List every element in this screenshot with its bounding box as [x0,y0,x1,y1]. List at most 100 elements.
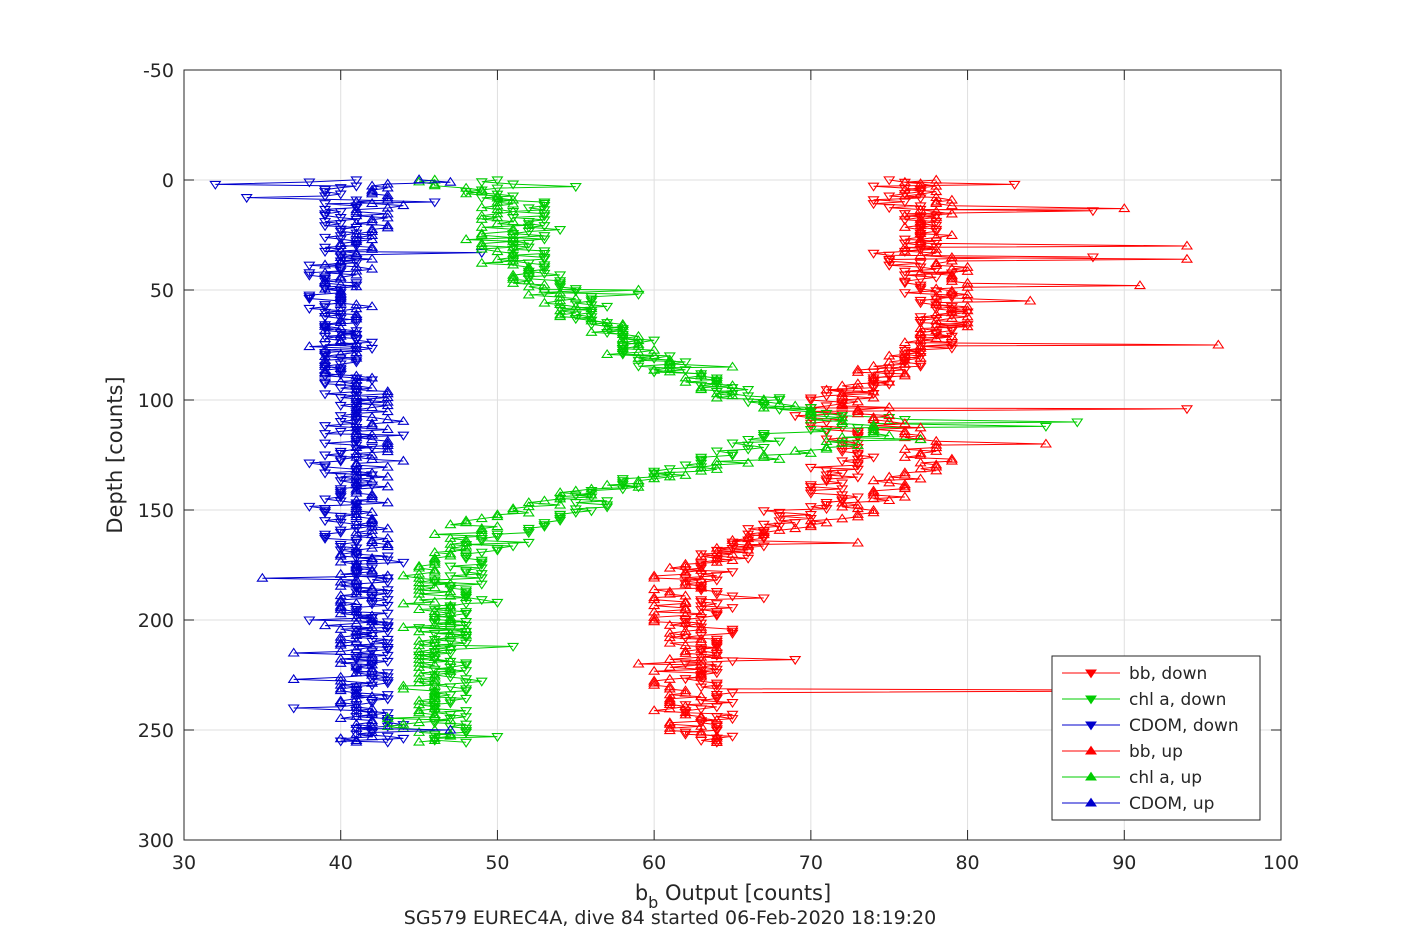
data-point [883,356,896,366]
data-point [695,671,708,681]
data-point [773,396,786,406]
legend-entry: chl a, down [1062,690,1226,710]
data-point [334,546,347,556]
data-point [428,582,441,592]
data-point [695,382,708,392]
data-point [710,736,723,746]
data-point [381,481,394,491]
data-point [851,406,864,416]
data-point [789,400,802,410]
data-point [851,439,864,449]
data-point [428,576,441,586]
data-point [851,508,864,518]
data-point [1039,422,1052,432]
data-point [381,627,394,637]
data-point [491,598,504,608]
data-point [554,295,567,305]
data-point [1024,295,1037,305]
data-point [460,707,473,717]
data-point [585,301,598,311]
data-point [569,183,582,193]
data-point [898,190,911,200]
data-point [945,331,958,341]
data-point [366,691,379,701]
data-point [334,497,347,507]
data-point [679,566,692,576]
data-point [632,352,645,362]
data-point [726,715,739,725]
data-point [350,358,363,368]
data-point [679,615,692,626]
data-point [930,319,943,329]
data-point [334,550,347,560]
data-point [930,442,943,452]
x-tick-label: 80 [955,852,979,874]
data-point [836,431,849,441]
data-point [334,401,347,411]
data-point [898,289,911,299]
data-point [930,237,943,247]
data-point [554,281,567,291]
data-point [695,457,708,467]
data-point [350,722,363,732]
data-point [867,453,880,463]
data-point [381,439,394,450]
data-point [428,709,441,719]
data-point [695,461,708,471]
data-point [930,257,943,267]
data-point [334,214,347,224]
data-point [632,475,645,485]
data-point [883,204,896,214]
series-4 [381,174,927,746]
data-point [695,683,708,693]
x-axis-label: bb Output [counts] [635,881,831,912]
data-point [381,539,394,549]
data-point [726,629,739,639]
data-point [350,445,363,455]
data-point [366,554,379,564]
data-point [350,661,363,671]
data-point [428,732,441,742]
data-point [350,398,363,408]
data-point [742,392,755,402]
data-point [695,596,708,606]
data-point [397,683,410,693]
data-point [366,597,379,607]
data-point [851,499,864,509]
data-point [319,233,332,243]
data-point [381,386,394,396]
data-point [319,210,332,220]
data-point [695,633,708,643]
data-point [428,178,441,188]
data-point [381,709,394,719]
data-point [710,611,723,621]
data-point [475,186,488,196]
data-point [366,649,379,659]
data-point [319,364,332,374]
data-point [334,330,347,340]
data-point [554,305,567,315]
data-point [695,614,708,624]
data-point [851,511,864,521]
data-point [350,281,363,291]
data-point [334,227,347,237]
data-point [334,576,347,586]
data-point [366,453,379,463]
data-point [663,465,676,475]
data-point [804,503,817,513]
data-point [851,465,864,475]
data-point [710,542,723,552]
data-point [663,722,676,732]
data-point [867,182,880,192]
data-point [366,229,379,239]
data-point [319,333,332,343]
data-point [710,703,723,713]
data-point [648,614,661,624]
data-point [319,463,332,473]
data-point [710,735,723,745]
data-point [710,600,723,610]
data-point [413,673,426,683]
data-point [679,358,692,368]
data-point [319,507,332,517]
data-point [538,263,551,273]
